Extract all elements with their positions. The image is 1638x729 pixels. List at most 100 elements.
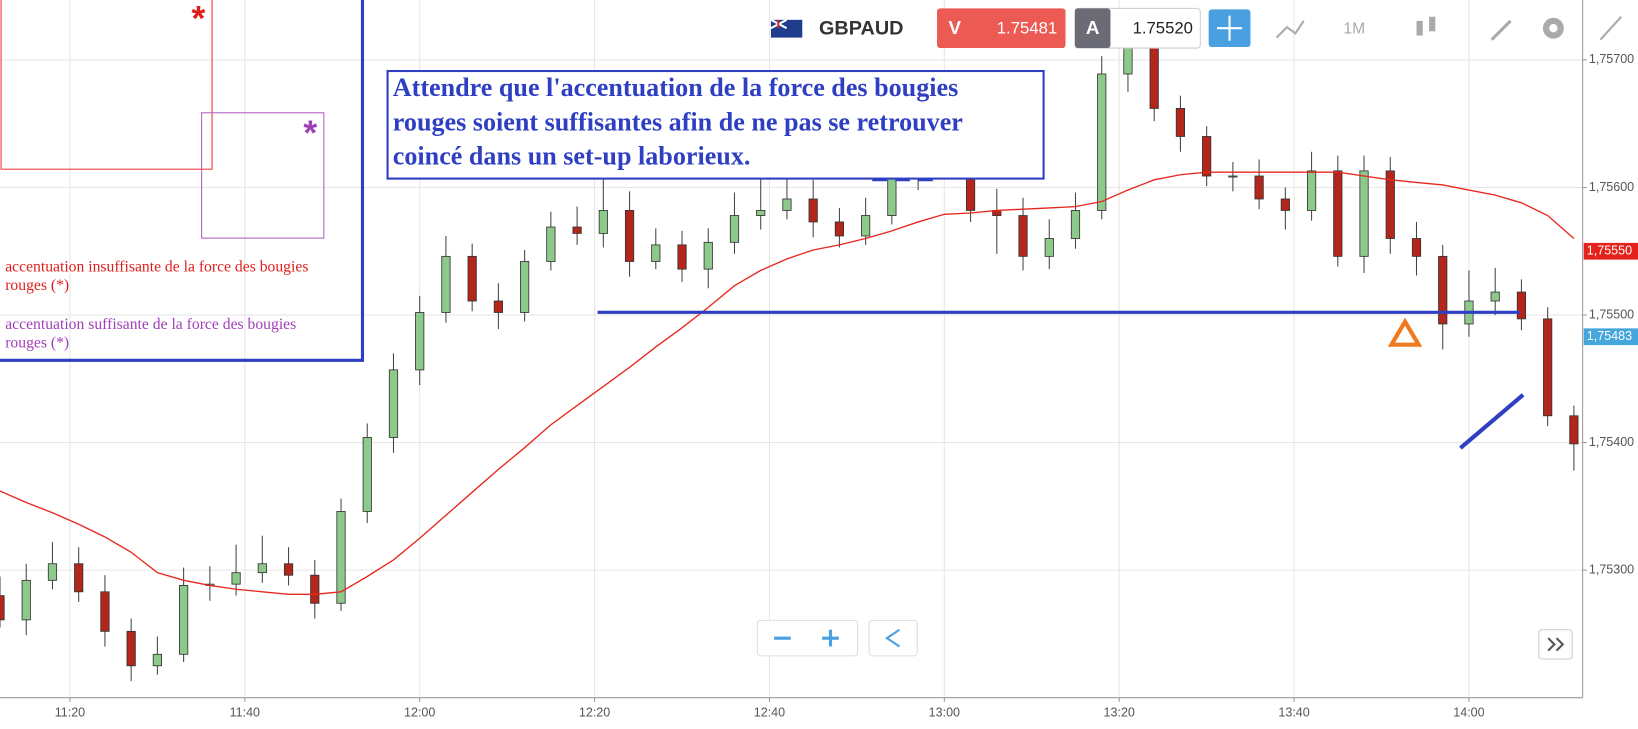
candle-body xyxy=(1438,255,1448,325)
candle-body xyxy=(756,210,766,216)
chart-type-button[interactable] xyxy=(1275,20,1305,39)
candle-body xyxy=(651,244,661,262)
buy-price: 1.75520 xyxy=(1133,19,1193,38)
zoom-controls xyxy=(756,619,859,657)
header: GBPAUD V 1.75481 A 1.75520 1M xyxy=(770,7,1623,49)
y-tick-label: 1,75400 xyxy=(1589,435,1634,449)
x-tick-label: 11:40 xyxy=(230,706,260,720)
candle-body xyxy=(834,221,845,237)
asterisk: * xyxy=(303,113,317,153)
candle-button[interactable] xyxy=(1416,20,1423,36)
candle-body xyxy=(21,579,31,621)
candle-body xyxy=(310,574,320,604)
candle-body xyxy=(47,563,58,581)
settings-hole xyxy=(1549,24,1558,33)
x-tick-label: 13:20 xyxy=(1104,706,1135,720)
candle-body xyxy=(1569,415,1579,445)
candle-body xyxy=(546,226,556,262)
candle-body xyxy=(572,226,582,234)
fullscreen-button[interactable] xyxy=(1599,16,1623,41)
sell-label: V xyxy=(949,17,962,38)
candle-body xyxy=(336,511,346,604)
text-line: accentuation suffisante de la force des … xyxy=(5,315,296,332)
candle-body xyxy=(388,369,399,438)
candle-body xyxy=(1070,210,1081,239)
candle-body xyxy=(598,210,608,234)
candle-body xyxy=(729,215,740,243)
x-tick-label: 11:20 xyxy=(55,706,85,720)
candle-body xyxy=(1018,215,1028,257)
candle-body xyxy=(808,198,818,223)
draw-button[interactable] xyxy=(1490,19,1512,41)
text-line: rouges soient suffisantes afin de ne pas… xyxy=(393,107,964,136)
price-marker-label: 1,75550 xyxy=(1587,244,1632,258)
symbol: GBPAUD xyxy=(819,17,903,39)
candle-body xyxy=(1306,170,1317,211)
candle-body xyxy=(624,210,635,262)
candle-body xyxy=(0,595,5,621)
candle-body xyxy=(1097,73,1107,211)
candle-body xyxy=(1516,291,1527,320)
y-tick-label: 1,75500 xyxy=(1589,307,1634,321)
sell-button[interactable] xyxy=(937,8,1066,49)
candle-body xyxy=(441,255,451,313)
scroll-icon xyxy=(1555,637,1565,652)
candle-body xyxy=(100,591,110,632)
candle-body xyxy=(1202,136,1212,177)
share-button[interactable] xyxy=(868,619,918,657)
purple-box xyxy=(201,112,325,239)
candle-body xyxy=(493,300,503,313)
candle-body xyxy=(283,563,294,576)
candle-body xyxy=(1359,170,1369,257)
candle-body xyxy=(520,261,530,313)
candle-body xyxy=(1543,318,1553,417)
candle-body xyxy=(1149,41,1159,109)
annotation-text: accentuation suffisante de la force des … xyxy=(5,315,300,351)
candle-body xyxy=(74,563,84,593)
x-tick-label: 12:00 xyxy=(404,706,435,720)
timeframe[interactable]: 1M xyxy=(1343,20,1365,37)
red-box xyxy=(0,0,213,170)
x-tick-label: 14:00 xyxy=(1453,706,1484,720)
y-tick-label: 1,75600 xyxy=(1589,180,1634,194)
sell-price: 1.75481 xyxy=(997,19,1057,38)
candle-body xyxy=(1385,170,1395,239)
candle-body xyxy=(677,244,687,270)
candle-body xyxy=(861,215,871,237)
price-marker-label: 1,75483 xyxy=(1587,329,1632,343)
candle-body xyxy=(1411,238,1422,257)
price-marker xyxy=(1583,242,1638,260)
x-tick-label: 12:40 xyxy=(754,706,785,720)
annotation-text: accentuation insuffisante de la force de… xyxy=(5,258,312,294)
candle-body xyxy=(1175,107,1186,137)
left-box xyxy=(0,0,365,362)
candle-body xyxy=(703,241,713,270)
x-tick-label: 12:20 xyxy=(579,706,610,720)
x-tick-label: 13:40 xyxy=(1278,706,1309,720)
price-marker xyxy=(1583,328,1638,346)
buy-tag xyxy=(1074,8,1111,49)
candle-body xyxy=(1490,291,1500,302)
candle-body xyxy=(1254,175,1264,200)
text-line: coincé dans un set-up laborieux. xyxy=(393,142,751,171)
candle-body xyxy=(1044,238,1054,257)
y-tick-label: 1,75700 xyxy=(1589,52,1634,66)
text-line: rouges (*) xyxy=(5,334,69,351)
candle-body xyxy=(782,198,792,211)
candle-body xyxy=(179,585,189,655)
x-tick-label: 13:00 xyxy=(929,706,960,720)
moving-average xyxy=(0,171,1575,596)
triangle xyxy=(1387,317,1423,347)
candle-body xyxy=(1280,198,1290,211)
buy-label: A xyxy=(1086,17,1100,38)
candle-body xyxy=(231,572,241,585)
candle-body xyxy=(415,312,425,371)
candle-body xyxy=(362,437,372,512)
candle-body xyxy=(887,175,897,216)
text-line: Attendre que l'accentuation de la force … xyxy=(393,73,958,102)
candle-icon xyxy=(1429,16,1436,32)
text-line: accentuation insuffisante de la force de… xyxy=(5,258,308,275)
candle-body xyxy=(1228,175,1238,178)
